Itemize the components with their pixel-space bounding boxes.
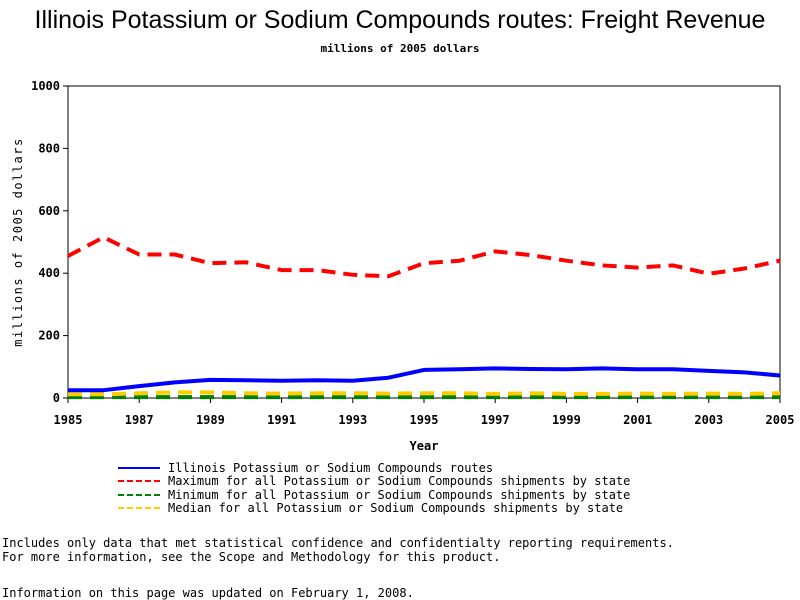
plot-frame [67,85,781,399]
legend-item: Median for all Potassium or Sodium Compo… [118,501,630,516]
x-tick-label: 2005 [766,413,795,427]
legend-item: Illinois Potassium or Sodium Compounds r… [118,461,630,475]
line-chart: 0 200 400 600 800 1000 1985 1987 1989 1991 1993 199… [11,79,794,453]
legend-item: Maximum for all Potassium or Sodium Comp… [118,474,631,489]
x-tick-label: 1999 [552,413,581,427]
y-tick-label: 400 [38,266,60,280]
x-tick-label: 1989 [196,413,225,427]
legend-swatch [118,480,160,483]
footnote-confidence: Includes only data that met statistical … [2,536,674,550]
x-tick-label: 1995 [410,413,439,427]
axes: 0 200 400 600 800 1000 1985 1987 1989 1991 1993 199… [11,79,794,453]
legend-item: Minimum for all Potassium or Sodium Comp… [118,488,630,502]
legend-label: Minimum for all Potassium or Sodium Comp… [168,487,631,502]
x-tick-label: 2001 [623,413,652,427]
y-axis-label: millions of 2005 dollars [11,137,25,346]
chart-subtitle: millions of 2005 dollars [320,42,480,55]
legend-swatch [118,466,160,469]
y-tick-label: 1000 [31,79,60,93]
legend-swatch [118,493,160,496]
chart-title: Illinois Potassium or Sodium Compounds r… [34,6,766,34]
x-tick-label: 1985 [54,413,83,427]
legend-label: Maximum for all Potassium or Sodium Comp… [168,474,631,489]
x-axis-label: Year [410,439,439,453]
series-layer [67,235,781,400]
y-tick-label: 200 [38,329,60,343]
y-tick-label: 800 [38,141,60,155]
x-tick-label: 1991 [267,413,296,427]
series-line-0 [68,366,781,393]
x-tick-label: 1997 [481,413,510,427]
x-tick-label: 1993 [338,413,367,427]
series-line-3 [68,390,781,397]
series-line-1 [67,235,781,279]
legend-swatch [118,507,160,510]
y-tick-label: 0 [53,391,60,405]
x-tick-label: 1987 [125,413,154,427]
footnote-methodology: For more information, see the Scope and … [2,550,501,564]
footnotes: Includes only data that met statistical … [2,536,674,564]
y-tick-label: 600 [38,204,60,218]
update-notice: Information on this page was updated on … [2,586,414,600]
x-tick-label: 2003 [694,413,723,427]
legend-label: Illinois Potassium or Sodium Compounds r… [168,460,494,475]
legend-label: Median for all Potassium or Sodium Compo… [168,501,624,516]
chart-legend: Illinois Potassium or Sodium Compounds r… [118,461,630,515]
